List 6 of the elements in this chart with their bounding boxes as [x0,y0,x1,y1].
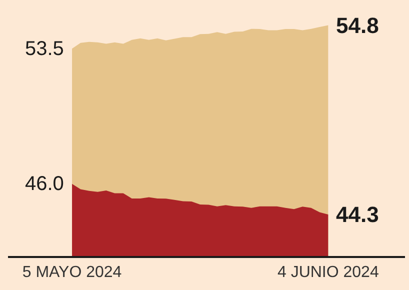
data-label: 54.8 [336,13,379,38]
data-label: 53.5 [25,38,64,60]
data-label: 44.3 [336,202,379,227]
x-tick-label: 5 MAYO 2024 [22,264,122,281]
data-label: 46.0 [25,173,64,195]
x-tick-label: 4 JUNIO 2024 [277,264,379,281]
